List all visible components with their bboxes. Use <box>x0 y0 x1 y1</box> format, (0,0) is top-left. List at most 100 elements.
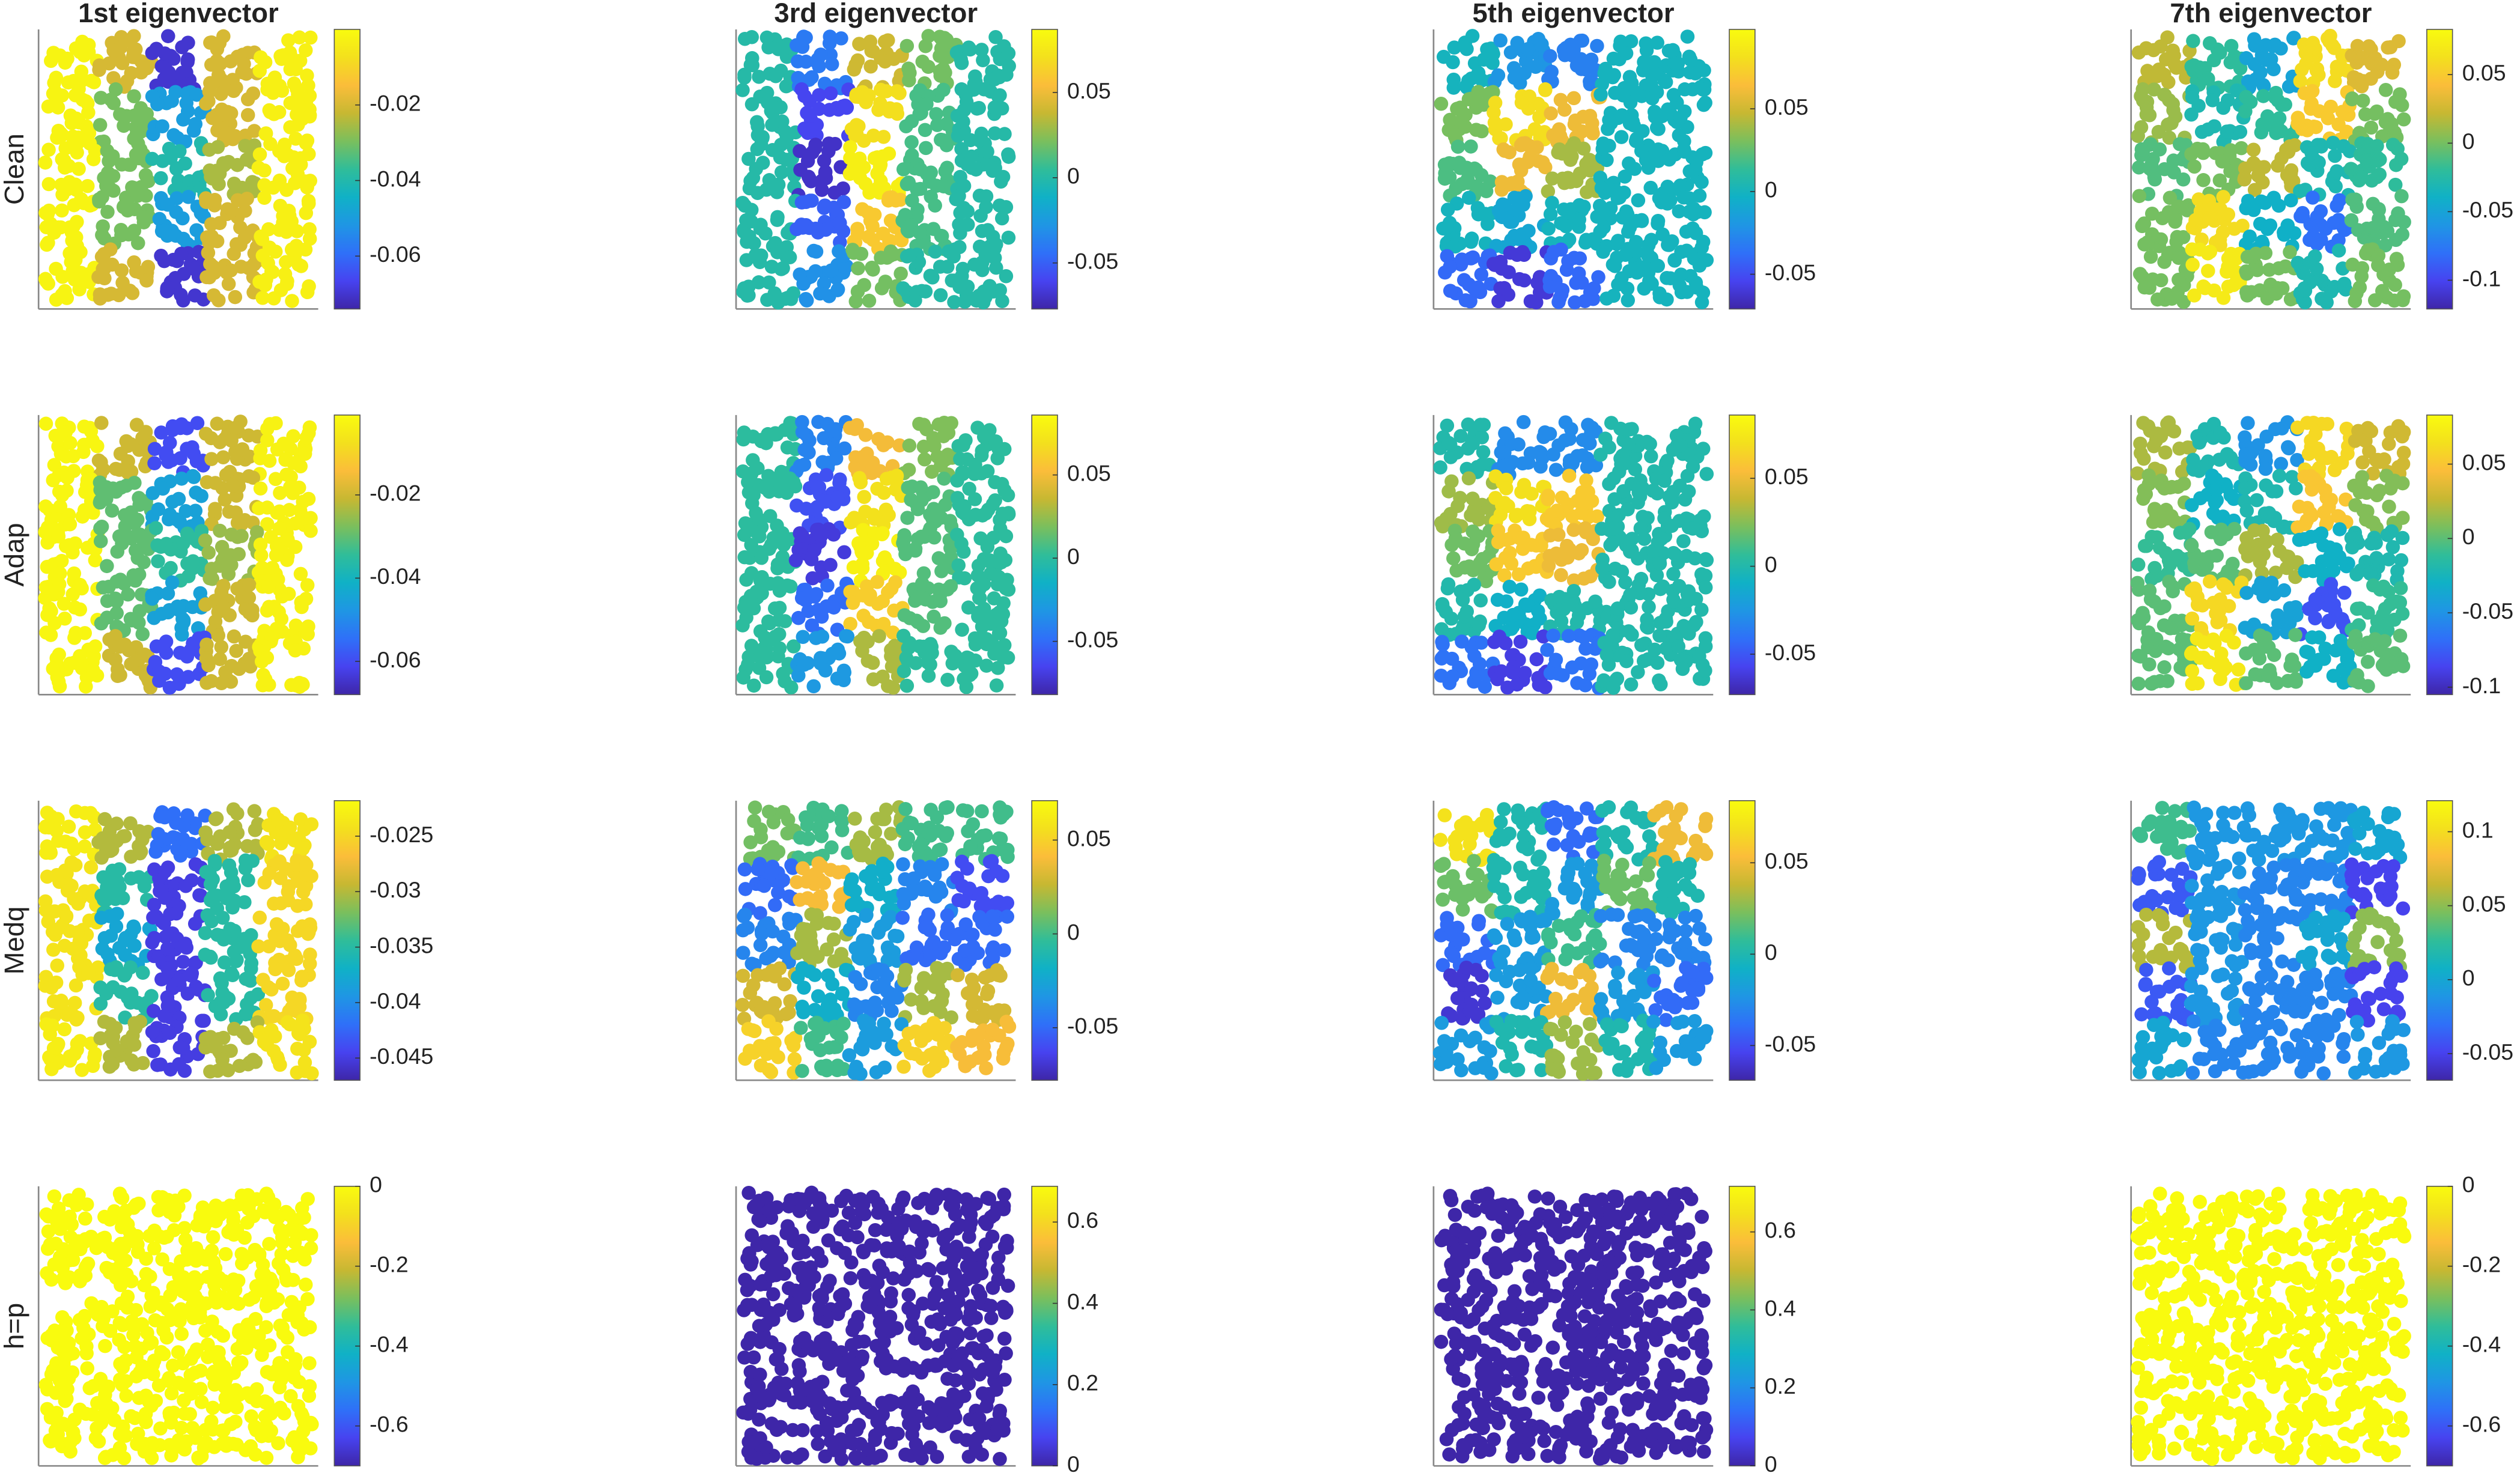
point <box>2348 629 2363 643</box>
point <box>1440 581 1455 596</box>
point <box>67 136 82 151</box>
colorbar <box>2426 415 2453 696</box>
point <box>1648 109 1663 124</box>
point <box>108 82 123 97</box>
point <box>774 138 788 152</box>
point <box>202 142 217 157</box>
point <box>141 174 156 189</box>
point <box>111 669 125 684</box>
point <box>974 466 989 481</box>
point <box>794 217 809 232</box>
point <box>2274 457 2289 471</box>
point <box>2158 445 2173 460</box>
point <box>865 455 880 470</box>
point <box>1434 668 1449 683</box>
point <box>240 92 255 107</box>
point <box>2259 478 2273 493</box>
point <box>93 521 108 536</box>
point <box>254 50 268 65</box>
point <box>132 824 147 839</box>
point <box>972 591 987 606</box>
point <box>899 177 915 192</box>
point <box>860 205 875 220</box>
point <box>877 34 892 49</box>
point <box>2366 578 2381 593</box>
point <box>1662 152 1676 167</box>
point <box>38 155 53 170</box>
point <box>2360 654 2375 669</box>
point <box>931 551 946 565</box>
point <box>1435 600 1450 615</box>
point <box>1461 190 1476 205</box>
point <box>2239 503 2254 518</box>
point <box>1683 52 1698 67</box>
point <box>837 545 851 560</box>
point <box>877 550 892 565</box>
colorbar-tick-label: 0 <box>1765 177 1777 202</box>
point <box>760 293 775 307</box>
point <box>281 33 296 47</box>
point <box>94 249 109 264</box>
point <box>127 223 142 238</box>
point <box>1564 422 1578 437</box>
point <box>1450 139 1465 154</box>
point <box>2275 520 2290 535</box>
point <box>768 69 783 84</box>
point <box>746 453 760 467</box>
point <box>145 46 160 61</box>
point <box>1472 618 1487 633</box>
point <box>2184 59 2199 74</box>
point <box>1557 102 1572 117</box>
point <box>41 142 56 157</box>
point <box>746 429 760 444</box>
point <box>247 804 262 818</box>
point <box>900 511 915 525</box>
point <box>2322 34 2337 49</box>
point <box>1514 96 1529 110</box>
point <box>261 222 276 237</box>
point <box>2371 248 2386 263</box>
point <box>934 564 949 579</box>
point <box>1472 657 1487 671</box>
point <box>1538 680 1553 694</box>
point <box>215 539 230 554</box>
point <box>1666 88 1681 102</box>
point <box>2160 674 2175 688</box>
point <box>285 480 300 494</box>
point <box>68 252 83 267</box>
point <box>940 672 955 687</box>
point <box>2382 263 2397 277</box>
point <box>213 56 228 71</box>
point <box>967 631 982 646</box>
point <box>794 82 809 97</box>
point <box>2271 198 2286 213</box>
colorbar-tick-label: -0.02 <box>370 91 421 116</box>
point <box>124 437 138 452</box>
point <box>1434 651 1449 666</box>
point <box>934 228 949 243</box>
point <box>194 488 208 503</box>
point <box>2320 451 2334 466</box>
point <box>2137 483 2152 497</box>
point <box>293 53 308 68</box>
point <box>2164 422 2179 437</box>
point <box>1590 38 1604 53</box>
point <box>1687 618 1701 633</box>
point <box>871 103 886 117</box>
point <box>949 192 963 207</box>
point <box>265 265 280 279</box>
point <box>975 263 990 278</box>
point <box>1602 113 1616 127</box>
point <box>227 84 241 99</box>
point <box>113 446 128 461</box>
point <box>1497 281 1512 296</box>
point <box>261 580 276 594</box>
point <box>288 643 303 658</box>
point <box>933 260 948 274</box>
point <box>2312 104 2327 118</box>
point <box>1504 556 1519 571</box>
point <box>297 446 312 461</box>
point <box>258 126 273 141</box>
point <box>2372 167 2387 182</box>
